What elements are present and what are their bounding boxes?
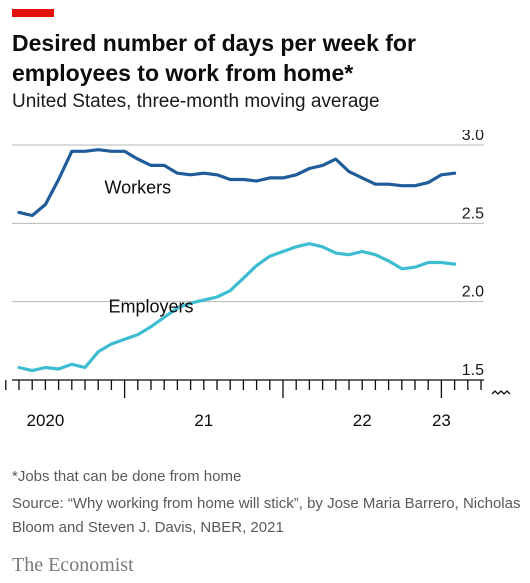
series-lines: Workers Employers (17, 148, 457, 373)
series-label-workers: Workers (104, 178, 171, 198)
y-tick-label: 2.0 (462, 284, 484, 301)
brand-red-bar (12, 9, 54, 17)
line-chart: 1.5 2.0 2.5 3.0 Workers Employers 2020 21 22 23 (5, 130, 511, 430)
publisher-logo: The Economist (12, 554, 134, 576)
x-axis (5, 379, 511, 398)
y-tick-label: 1.5 (462, 362, 484, 379)
footnote: *Jobs that can be done from home (12, 468, 242, 485)
source-note: Source: “Why working from home will stic… (12, 495, 521, 536)
x-tick-label: 21 (194, 411, 213, 430)
series-line-workers (17, 148, 457, 218)
y-tick-label: 3.0 (462, 130, 484, 144)
x-axis-labels: 2020 21 22 23 (26, 411, 450, 430)
series-label-employers: Employers (108, 297, 193, 317)
grid-lines (12, 144, 484, 303)
chart-subtitle: United States, three-month moving averag… (12, 91, 380, 112)
y-tick-label: 2.5 (462, 205, 484, 222)
series-line-employers (17, 242, 457, 373)
y-axis-ticks: 1.5 2.0 2.5 3.0 (462, 130, 484, 379)
axis-break-icon (491, 390, 511, 395)
x-tick-label: 2020 (26, 411, 64, 430)
x-tick-label: 23 (432, 411, 451, 430)
chart-title: Desired number of days per week for empl… (12, 30, 416, 86)
x-tick-label: 22 (353, 411, 372, 430)
